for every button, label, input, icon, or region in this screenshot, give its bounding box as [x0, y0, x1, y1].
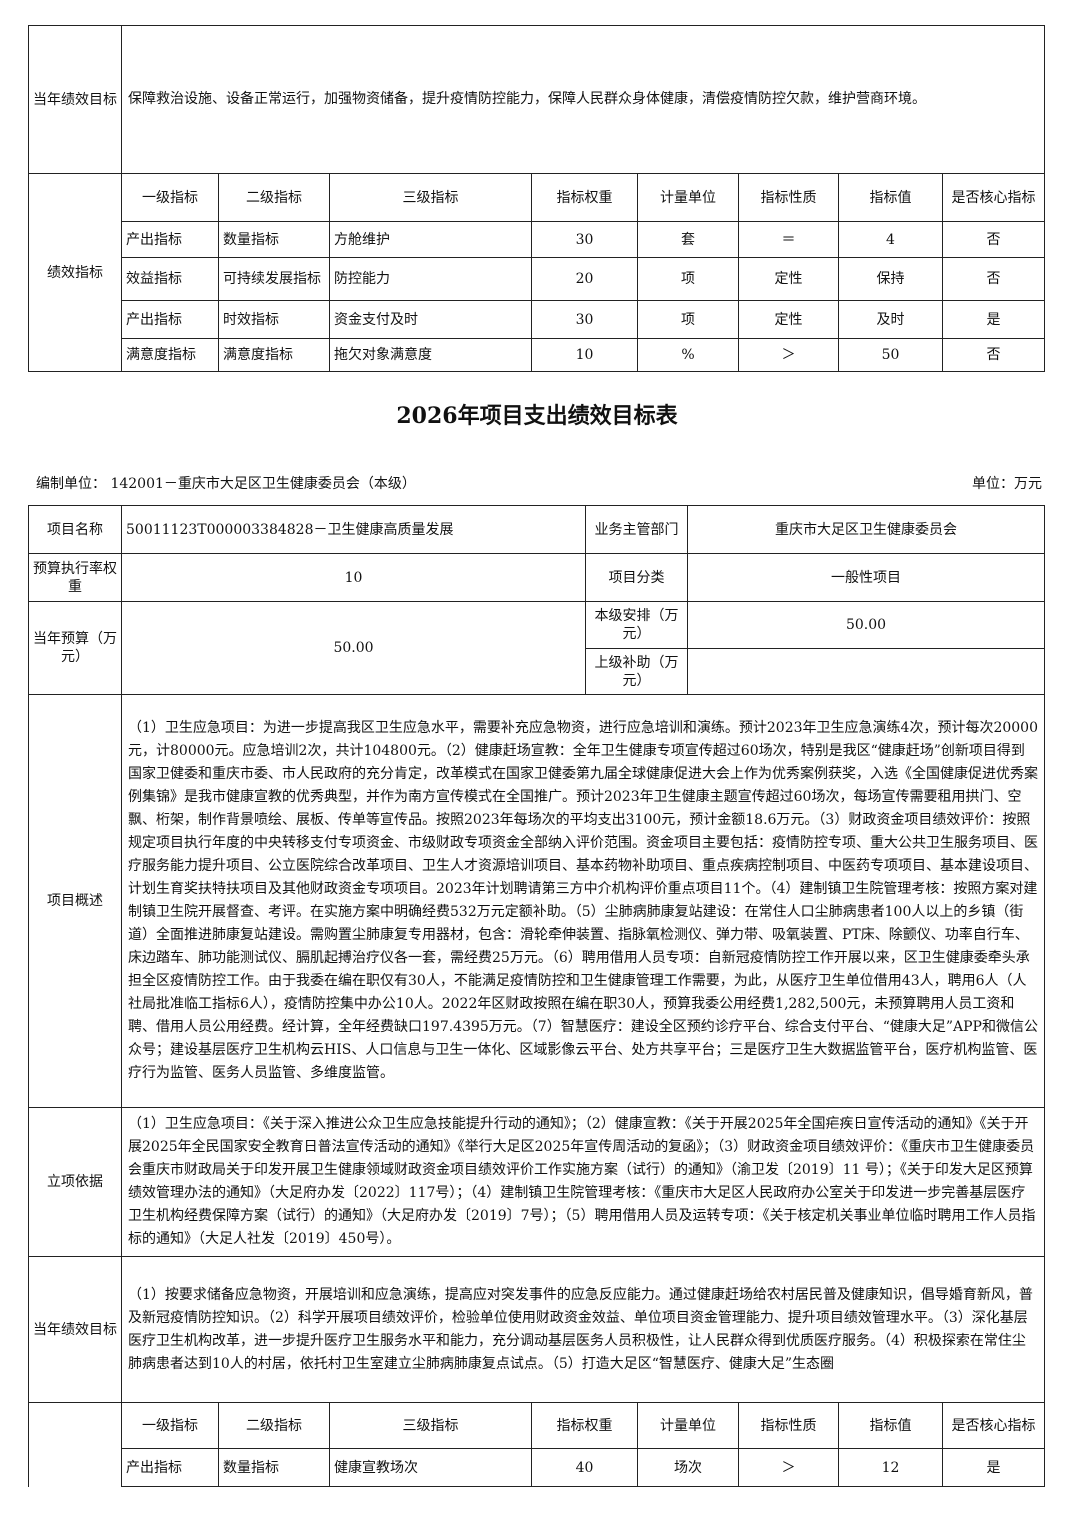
upper-value — [687, 648, 1045, 695]
project-info-table: 项目名称 50011123T000003384828－卫生健康高质量发展 业务主管部… — [28, 505, 1045, 695]
cell: 产出指标 — [121, 300, 219, 339]
basis-label: 立项依据 — [28, 1107, 122, 1257]
cell: 40 — [531, 1448, 638, 1487]
cell: 12 — [838, 1448, 943, 1487]
table-row: 满意度指标 满意度指标 拖欠对象满意度 10% ＞ 50 否 — [29, 338, 1045, 372]
dept-value: 重庆市大足区卫生健康委员会 — [687, 505, 1045, 554]
unit-label: 单位：万元 — [972, 476, 1042, 492]
cell: 是 — [942, 1448, 1045, 1487]
cell: 防控能力 — [329, 257, 532, 301]
cell: 30 — [531, 221, 638, 258]
cell: % — [637, 338, 739, 372]
header-cell: 是否核心指标 — [942, 173, 1045, 222]
cell: 场次 — [637, 1448, 739, 1487]
cell: 10 — [531, 338, 638, 372]
header-cell: 指标权重 — [531, 173, 638, 222]
cell: 满意度指标 — [218, 338, 330, 372]
name-label: 项目名称 — [28, 505, 122, 554]
dept-label: 业务主管部门 — [585, 505, 688, 554]
indicator-label: 绩效指标 — [28, 173, 122, 372]
cell: 定性 — [738, 300, 839, 339]
header-cell: 指标性质 — [738, 173, 839, 222]
local-value: 50.00 — [687, 601, 1045, 649]
cell: 方舱维护 — [329, 221, 532, 258]
page-title: 2026年项目支出绩效目标表 — [396, 403, 678, 429]
header-cell: 计量单位 — [637, 1402, 739, 1449]
cell: 项 — [637, 257, 739, 301]
overview-label: 项目概述 — [28, 694, 122, 1108]
cell: 否 — [942, 338, 1045, 372]
cell: 50 — [838, 338, 943, 372]
cell: 满意度指标 — [121, 338, 219, 372]
cell: 及时 — [838, 300, 943, 339]
cell: 资金支付及时 — [329, 300, 532, 339]
category-label: 项目分类 — [585, 553, 688, 602]
project-text-table: 项目概述 （1）卫生应急项目：为进一步提高我区卫生应急水平，需要补充应急物资，进行… — [28, 694, 1045, 1403]
header-cell: 二级指标 — [218, 1402, 330, 1449]
rate-label: 预算执行率权重 — [28, 553, 122, 602]
goal-text: （1）按要求储备应急物资，开展培训和应急演练，提高应对突发事件的应急反应能力。通… — [121, 1256, 1045, 1403]
indicator-label — [28, 1402, 122, 1487]
category-value: 一般性项目 — [687, 553, 1045, 602]
project-indicator-table: 一级指标 二级指标 三级指标 指标权重 计量单位 指标性质 指标值 是否核心指标 产出指标 数量… — [28, 1402, 1045, 1487]
budget-value: 50.00 — [121, 601, 586, 695]
rate-value: 10 — [121, 553, 586, 602]
cell: 套 — [637, 221, 739, 258]
cell: 产出指标 — [121, 221, 219, 258]
cell: 保持 — [838, 257, 943, 301]
cell: 产出指标 — [121, 1448, 219, 1487]
org-label: 编制单位： 142001－重庆市大足区卫生健康委员会（本级） — [36, 476, 416, 492]
prev-goal-table: 当年绩效目标 保障救治设施、设备正常运行，加强物资储备，提升疫情防控能力，保障人民… — [28, 25, 1045, 372]
cell: 否 — [942, 257, 1045, 301]
table-row: 产出指标 数量指标 健康宣教场次 40 场次＞ 12 是 — [29, 1448, 1045, 1487]
goal-label: 当年绩效目标 — [28, 25, 122, 174]
cell: 时效指标 — [218, 300, 330, 339]
meta-line: 编制单位： 142001－重庆市大足区卫生健康委员会（本级） 单位：万元 — [36, 473, 1042, 493]
table-row: 产出指标 数量指标 方舱维护 30 套＝ 4 否 — [29, 221, 1045, 258]
header-cell: 三级指标 — [329, 173, 532, 222]
cell: 数量指标 — [218, 1448, 330, 1487]
cell: 效益指标 — [121, 257, 219, 301]
header-cell: 是否核心指标 — [942, 1402, 1045, 1449]
upper-label: 上级补助（万元） — [585, 648, 688, 695]
cell: 否 — [942, 221, 1045, 258]
header-cell: 指标值 — [838, 1402, 943, 1449]
cell: ＞ — [738, 338, 839, 372]
cell: 项 — [637, 300, 739, 339]
cell: 是 — [942, 300, 1045, 339]
cell: 拖欠对象满意度 — [329, 338, 532, 372]
header-cell: 二级指标 — [218, 173, 330, 222]
cell: 20 — [531, 257, 638, 301]
table-row: 效益指标 可持续发展指标 防控能力 20 项定性 保持否 — [29, 257, 1045, 301]
basis-text: （1）卫生应急项目：《关于深入推进公众卫生应急技能提升行动的通知》；（2）健康宣… — [121, 1107, 1045, 1257]
goal-text: 保障救治设施、设备正常运行，加强物资储备，提升疫情防控能力，保障人民群众身体健康… — [121, 25, 1045, 174]
table-row: 产出指标 时效指标 资金支付及时 30 项定性 及时是 — [29, 300, 1045, 339]
cell: 30 — [531, 300, 638, 339]
local-label: 本级安排（万元） — [585, 601, 688, 649]
cell: ＞ — [738, 1448, 839, 1487]
project-name: 50011123T000003384828－卫生健康高质量发展 — [121, 505, 586, 554]
header-cell: 计量单位 — [637, 173, 739, 222]
cell: 健康宣教场次 — [329, 1448, 532, 1487]
header-cell: 三级指标 — [329, 1402, 532, 1449]
cell: 数量指标 — [218, 221, 330, 258]
header-cell: 一级指标 — [121, 1402, 219, 1449]
cell: ＝ — [738, 221, 839, 258]
cell: 4 — [838, 221, 943, 258]
header-cell: 指标权重 — [531, 1402, 638, 1449]
header-cell: 指标值 — [838, 173, 943, 222]
header-cell: 一级指标 — [121, 173, 219, 222]
budget-label: 当年预算（万元） — [28, 601, 122, 695]
cell: 定性 — [738, 257, 839, 301]
header-cell: 指标性质 — [738, 1402, 839, 1449]
goal-label: 当年绩效目标 — [28, 1256, 122, 1403]
overview-text: （1）卫生应急项目：为进一步提高我区卫生应急水平，需要补充应急物资，进行应急培训… — [121, 694, 1045, 1108]
cell: 可持续发展指标 — [218, 257, 330, 301]
